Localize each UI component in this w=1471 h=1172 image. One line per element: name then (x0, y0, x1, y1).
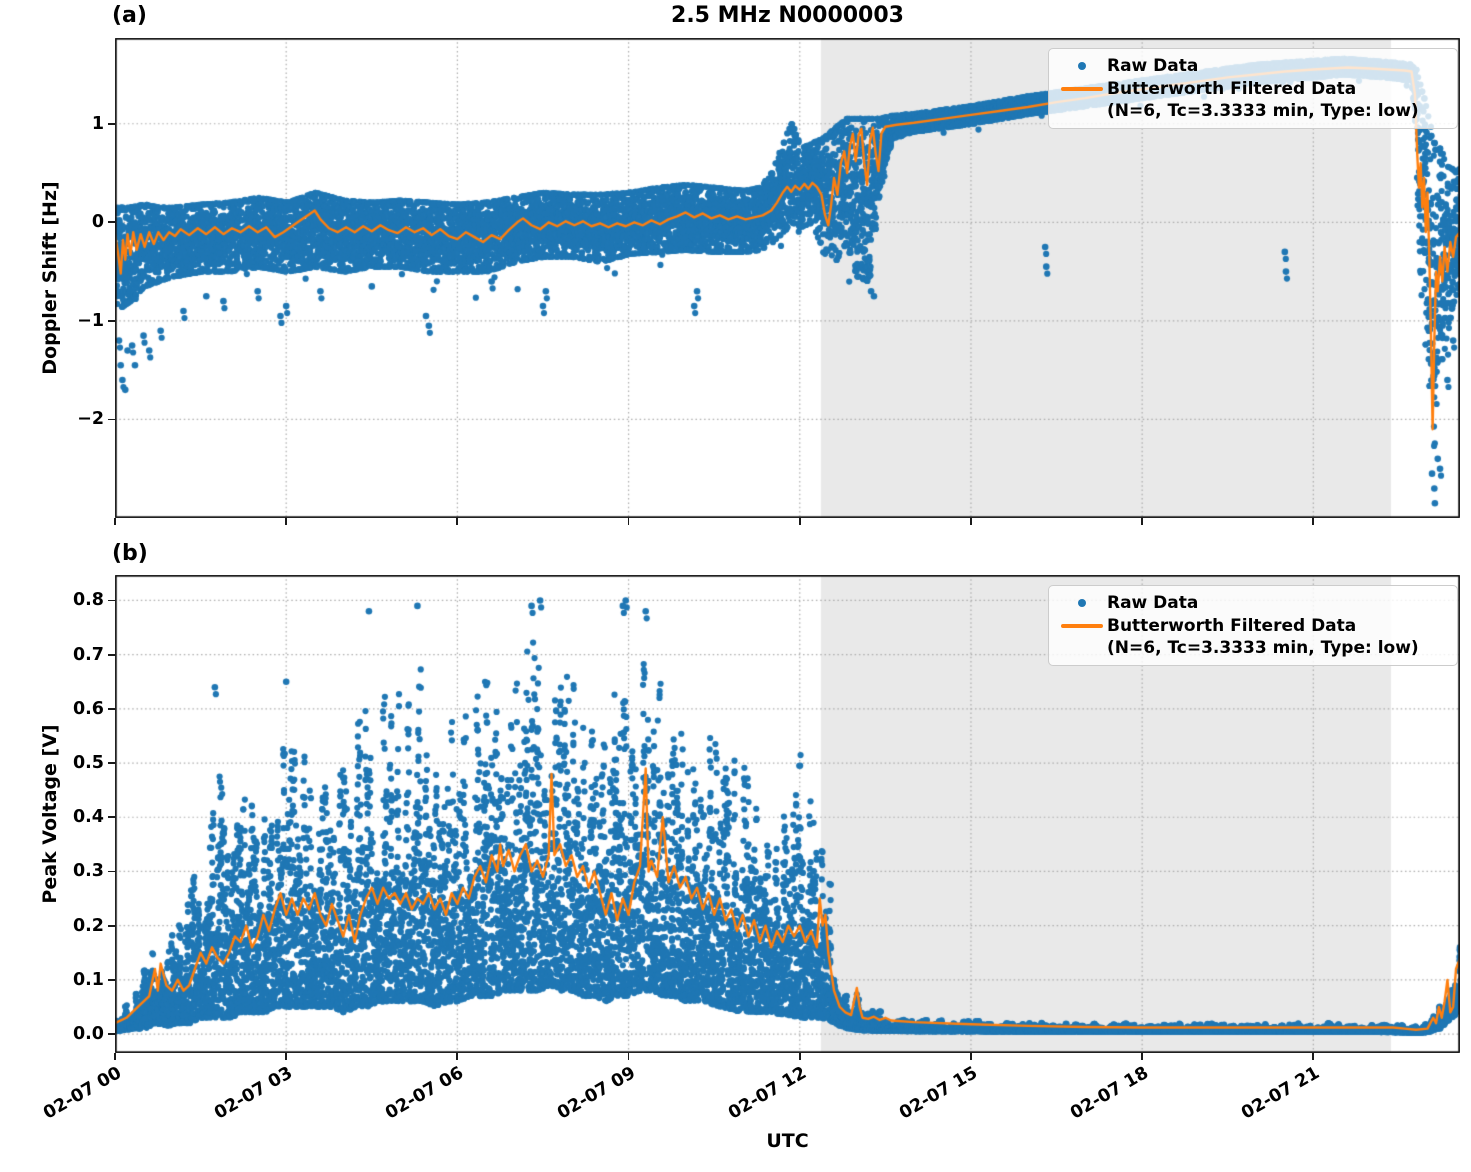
x-tick-mark (798, 1053, 801, 1060)
panel-a-y-axis-label: Doppler Shift [Hz] (39, 181, 61, 375)
x-tick-mark (627, 1053, 630, 1060)
raw-data-legend-label: Raw Data (1107, 593, 1199, 613)
filtered-data-legend-label: Butterworth Filtered Data (N=6, Tc=3.333… (1107, 78, 1447, 122)
y-tick-mark (108, 418, 115, 421)
filtered-legend-line2: (N=6, Tc=3.3333 min, Type: low) (1107, 638, 1419, 658)
legend-filtered-entry: Butterworth Filtered Data (N=6, Tc=3.333… (1057, 615, 1447, 659)
y-tick-mark (108, 870, 115, 873)
x-axis-label: UTC (766, 1130, 809, 1152)
raw-data-dot-marker (1078, 62, 1086, 70)
x-tick-mark (798, 518, 801, 525)
x-tick-mark (114, 518, 116, 525)
y-tick-label: 0.6 (72, 698, 104, 719)
y-tick-mark (108, 221, 115, 224)
y-tick-label: −1 (77, 310, 104, 331)
y-tick-label: 0.1 (72, 969, 104, 990)
panel-a-legend: Raw Data Butterworth Filtered Data (N=6,… (1048, 48, 1458, 129)
panel-b-label: (b) (112, 541, 148, 566)
x-tick-mark (114, 1053, 116, 1060)
y-tick-mark (108, 599, 115, 602)
x-tick-mark (1141, 518, 1144, 525)
x-tick-mark (1312, 1053, 1315, 1060)
y-tick-mark (108, 122, 115, 125)
y-tick-mark (108, 978, 115, 981)
x-tick-mark (456, 518, 459, 525)
legend-filtered-entry: Butterworth Filtered Data (N=6, Tc=3.333… (1057, 78, 1447, 122)
y-tick-mark (108, 653, 115, 656)
x-tick-mark (456, 1053, 459, 1060)
y-tick-mark (108, 762, 115, 764)
filtered-legend-line1: Butterworth Filtered Data (1107, 616, 1357, 636)
x-tick-mark (1312, 518, 1315, 525)
y-tick-label: 0.3 (72, 861, 104, 882)
filtered-legend-line2: (N=6, Tc=3.3333 min, Type: low) (1107, 101, 1419, 121)
y-tick-label: 0.0 (72, 1024, 104, 1045)
y-tick-mark (108, 707, 115, 710)
x-tick-mark (627, 518, 630, 525)
filtered-data-line-marker (1061, 87, 1103, 91)
figure-title: 2.5 MHz N0000003 (671, 3, 904, 28)
y-tick-label: 0.2 (72, 915, 104, 936)
filtered-legend-line1: Butterworth Filtered Data (1107, 79, 1357, 99)
y-tick-mark (108, 319, 115, 322)
filtered-data-legend-label: Butterworth Filtered Data (N=6, Tc=3.333… (1107, 615, 1447, 659)
y-tick-label: 0.4 (72, 807, 104, 828)
x-tick-mark (970, 1053, 972, 1060)
x-tick-mark (970, 518, 972, 525)
y-tick-mark (108, 816, 115, 819)
y-tick-mark (108, 924, 115, 927)
y-tick-label: 0.5 (72, 753, 104, 774)
y-tick-label: 1 (91, 113, 104, 134)
filtered-data-line-marker (1061, 624, 1103, 628)
raw-data-dot-marker (1078, 599, 1086, 607)
panel-b-legend: Raw Data Butterworth Filtered Data (N=6,… (1048, 585, 1458, 666)
legend-raw-entry: Raw Data (1057, 592, 1447, 614)
panel-a-label: (a) (112, 3, 147, 28)
raw-data-legend-label: Raw Data (1107, 56, 1199, 76)
x-tick-mark (285, 518, 288, 525)
legend-raw-entry: Raw Data (1057, 55, 1447, 77)
x-tick-mark (285, 1053, 288, 1060)
y-tick-label: 0.7 (72, 644, 104, 665)
x-tick-mark (1141, 1053, 1144, 1060)
x-tick-label: 02-07 00 (40, 1063, 125, 1124)
y-tick-label: −2 (77, 409, 104, 430)
y-tick-label: 0.8 (72, 590, 104, 611)
y-tick-label: 0 (91, 212, 104, 233)
y-tick-mark (108, 1033, 115, 1035)
